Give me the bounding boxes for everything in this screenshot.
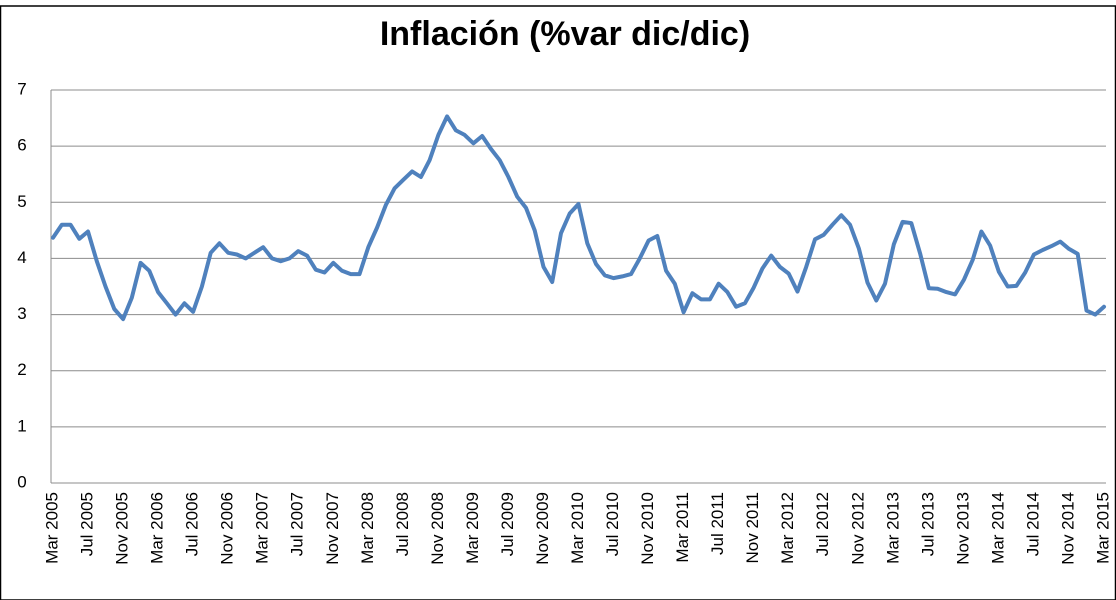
x-tick-label: Nov 2012 xyxy=(848,492,867,565)
y-tick-label: 1 xyxy=(17,416,26,435)
x-tick-label: Mar 2014 xyxy=(988,492,1007,564)
x-tick-label: Jul 2014 xyxy=(1023,492,1042,556)
x-tick-label: Jul 2005 xyxy=(78,492,97,556)
x-tick-label: Mar 2013 xyxy=(883,492,902,564)
x-tick-label: Nov 2006 xyxy=(218,492,237,565)
x-tick-label: Nov 2005 xyxy=(113,492,132,565)
x-tick-label: Nov 2007 xyxy=(323,492,342,565)
x-tick-label: Jul 2010 xyxy=(603,492,622,556)
x-tick-label: Mar 2012 xyxy=(778,492,797,564)
y-tick-label: 6 xyxy=(17,136,26,155)
x-tick-label: Mar 2010 xyxy=(568,492,587,564)
x-tick-label: Jul 2008 xyxy=(393,492,412,556)
x-tick-label: Mar 2008 xyxy=(358,492,377,564)
x-tick-label: Nov 2011 xyxy=(743,492,762,564)
y-tick-label: 7 xyxy=(17,79,26,98)
x-tick-label: Mar 2011 xyxy=(673,492,692,563)
x-tick-label: Nov 2013 xyxy=(953,492,972,565)
x-tick-label: Mar 2009 xyxy=(463,492,482,564)
x-tick-label: Nov 2008 xyxy=(428,492,447,565)
x-tick-label: Mar 2007 xyxy=(253,492,272,564)
y-tick-label: 4 xyxy=(17,248,26,267)
x-tick-label: Jul 2007 xyxy=(288,492,307,556)
y-tick-label: 5 xyxy=(17,192,26,211)
x-tick-label: Mar 2015 xyxy=(1093,492,1112,564)
x-tick-label: Jul 2009 xyxy=(498,492,517,556)
line-series xyxy=(51,114,1106,322)
x-tick-label: Nov 2014 xyxy=(1058,492,1077,565)
x-tick-label: Nov 2010 xyxy=(638,492,657,565)
x-tick-label: Mar 2005 xyxy=(42,492,61,564)
y-tick-label: 3 xyxy=(17,304,26,323)
x-tick-label: Jul 2012 xyxy=(813,492,832,556)
chart-title: Inflación (%var dic/dic) xyxy=(380,15,750,53)
x-tick-label: Nov 2009 xyxy=(533,492,552,565)
y-tick-label: 0 xyxy=(17,472,26,491)
x-tick-label: Jul 2011 xyxy=(708,492,727,555)
x-tick-label: Jul 2006 xyxy=(183,492,202,556)
x-tick-label: Mar 2006 xyxy=(148,492,167,564)
y-tick-label: 2 xyxy=(17,360,26,379)
x-tick-label: Jul 2013 xyxy=(918,492,937,556)
